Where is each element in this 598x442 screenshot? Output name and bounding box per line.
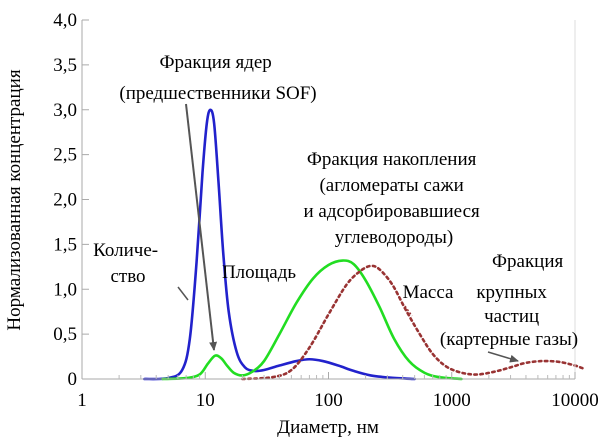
x-tick-label: 100	[314, 390, 343, 411]
annotation-area: Площадь	[222, 262, 296, 283]
annotation-arrows	[177, 103, 519, 363]
plot-area	[82, 20, 575, 379]
ticks-layer: 1 10 100 1000 10000 0 0,5 1,0 1,5 2,0 2,5 3,0 3,5 4,0	[53, 10, 598, 411]
arrow-coarse-fraction	[487, 351, 519, 363]
y-axis-label: Нормализованная концентрация	[4, 69, 25, 330]
x-tick-label: 1	[77, 390, 87, 411]
arrow-nucleation-fraction	[185, 103, 218, 351]
annotation-nucleation-fraction: Фракция ядер (предшественники SOF)	[119, 52, 316, 104]
y-tick-label: 3,5	[53, 55, 77, 76]
series-number-line	[142, 108, 416, 381]
series-area-line	[161, 259, 463, 381]
x-tick-label: 10	[196, 390, 215, 411]
series-mass-line	[241, 264, 584, 381]
series-layer	[142, 108, 584, 381]
y-tick-label: 0,5	[53, 324, 77, 345]
arrow-number-label	[177, 286, 189, 301]
y-tick-label: 3,0	[53, 100, 77, 121]
annotation-number: Количе- ство	[93, 240, 163, 287]
annotations: Фракция ядер (предшественники SOF) Фракц…	[93, 52, 578, 350]
x-tick-label: 10000	[551, 390, 598, 411]
y-tick-label: 2,0	[53, 190, 77, 211]
y-tick-label: 0	[68, 369, 78, 390]
annotation-coarse-fraction: Фракция крупных частиц (картерные газы)	[440, 251, 578, 350]
y-tick-label: 4,0	[53, 10, 77, 31]
x-axis-label: Диаметр, нм	[277, 417, 379, 438]
annotation-accumulation-fraction: Фракция накопления (агломераты сажи и ад…	[303, 149, 484, 248]
annotation-mass: Масса	[403, 282, 454, 303]
x-tick-label: 1000	[433, 390, 471, 411]
y-tick-label: 1,0	[53, 279, 77, 300]
y-tick-label: 1,5	[53, 234, 77, 255]
y-tick-label: 2,5	[53, 145, 77, 166]
